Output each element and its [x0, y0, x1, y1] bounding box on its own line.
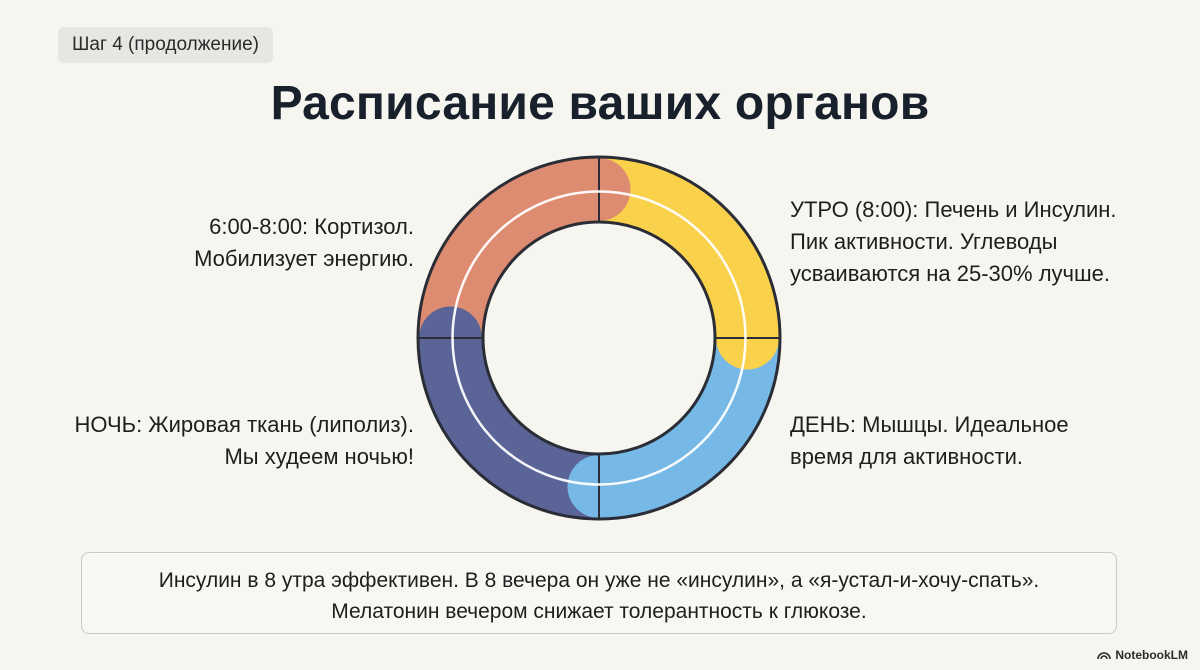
- page-title: Расписание ваших органов: [270, 77, 930, 130]
- summary-note-line-1: Инсулин в 8 утра эффективен. В 8 вечера …: [158, 569, 1040, 592]
- ring-segment-morning: [599, 157, 780, 338]
- ring-center-line: [451, 190, 747, 486]
- label-day: ДЕНЬ: Мышцы. Идеальное время для активно…: [790, 409, 1069, 473]
- label-night-line-2: Мы худеем ночью!: [224, 444, 414, 469]
- label-morning-line-2: Пик активности. Углеводы: [790, 229, 1058, 254]
- ring-segment-night: [418, 338, 599, 519]
- label-early-morning-line-2: Мобилизует энергию.: [194, 246, 414, 271]
- brand-name: NotebookLM: [1115, 648, 1188, 662]
- label-day-line-2: время для активности.: [790, 444, 1024, 469]
- label-morning: УТРО (8:00): Печень и Инсулин. Пик актив…: [790, 194, 1117, 290]
- summary-note-line-2: Мелатонин вечером снижает толерантность …: [331, 600, 867, 623]
- summary-note: Инсулин в 8 утра эффективен. В 8 вечера …: [81, 552, 1117, 634]
- ring-inner-outline: [481, 220, 717, 456]
- label-early-morning: 6:00-8:00: Кортизол. Мобилизует энергию.: [194, 211, 414, 275]
- label-morning-line-3: усваиваются на 25-30% лучше.: [790, 261, 1110, 286]
- label-day-line-1: ДЕНЬ: Мышцы. Идеальное: [790, 412, 1069, 437]
- label-night-line-1: НОЧЬ: Жировая ткань (липолиз).: [74, 412, 414, 437]
- label-early-morning-line-1: 6:00-8:00: Кортизол.: [209, 214, 414, 239]
- notebooklm-logo-icon: [1097, 652, 1112, 660]
- label-morning-line-1: УТРО (8:00): Печень и Инсулин.: [790, 197, 1117, 222]
- ring-segment-early-morning: [418, 157, 599, 338]
- step-badge: Шаг 4 (продолжение): [58, 27, 273, 63]
- brand-footer: NotebookLM: [1097, 648, 1188, 662]
- ring-segment-day: [599, 338, 780, 519]
- label-night: НОЧЬ: Жировая ткань (липолиз). Мы худеем…: [74, 409, 414, 473]
